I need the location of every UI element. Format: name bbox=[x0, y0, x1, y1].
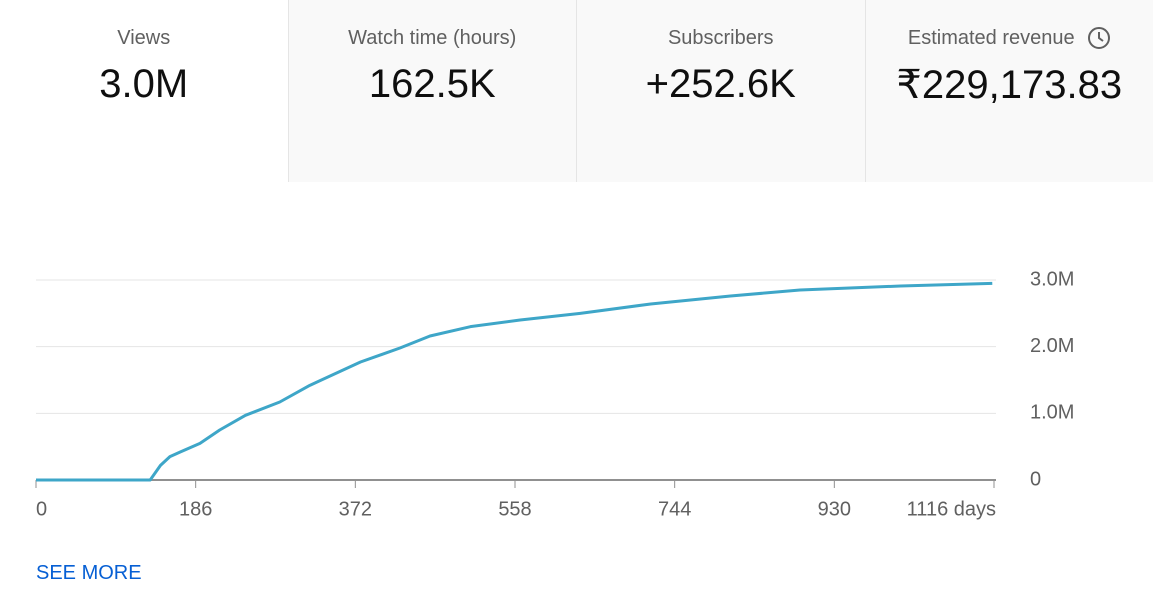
see-more-link[interactable]: SEE MORE bbox=[36, 562, 142, 584]
metric-value: 162.5K bbox=[368, 62, 496, 106]
metric-value: +252.6K bbox=[645, 62, 796, 106]
metric-card[interactable]: Subscribers +252.6K bbox=[576, 0, 865, 182]
metric-card[interactable]: Views 3.0M bbox=[0, 0, 288, 182]
metric-cards: Views 3.0M Watch time (hours) 162.5K Sub… bbox=[0, 0, 1153, 182]
chart: 0 1.0M 2.0M 3.0M 0 186 372 558 744 930 1116 days bbox=[35, 268, 1074, 520]
metric-label: Estimated revenue bbox=[907, 26, 1075, 49]
metric-card[interactable]: Watch time (hours) 162.5K bbox=[287, 0, 576, 182]
y-tick-label: 3.0M bbox=[1030, 268, 1074, 290]
x-tick-label: 1116 days bbox=[907, 498, 996, 520]
metric-card[interactable]: Estimated revenue ₹229,173.83 bbox=[864, 0, 1153, 182]
metric-label: Watch time (hours) bbox=[348, 26, 517, 49]
x-tick-label: 558 bbox=[498, 498, 531, 520]
clock-icon bbox=[1087, 27, 1110, 49]
metric-label: Views bbox=[117, 26, 171, 49]
x-tick-label: 186 bbox=[179, 498, 212, 520]
metric-label: Subscribers bbox=[667, 26, 774, 49]
metric-value: ₹229,173.83 bbox=[896, 63, 1123, 107]
x-tick-label: 930 bbox=[818, 498, 851, 520]
y-tick-label: 1.0M bbox=[1030, 402, 1074, 424]
x-tick-label: 0 bbox=[36, 498, 47, 520]
y-tick-label: 0 bbox=[1030, 468, 1041, 490]
x-tick-label: 744 bbox=[658, 498, 691, 520]
views-line bbox=[36, 281, 993, 482]
y-tick-label: 2.0M bbox=[1030, 335, 1074, 357]
x-tick-label: 372 bbox=[339, 498, 372, 520]
metric-value: 3.0M bbox=[99, 62, 189, 106]
